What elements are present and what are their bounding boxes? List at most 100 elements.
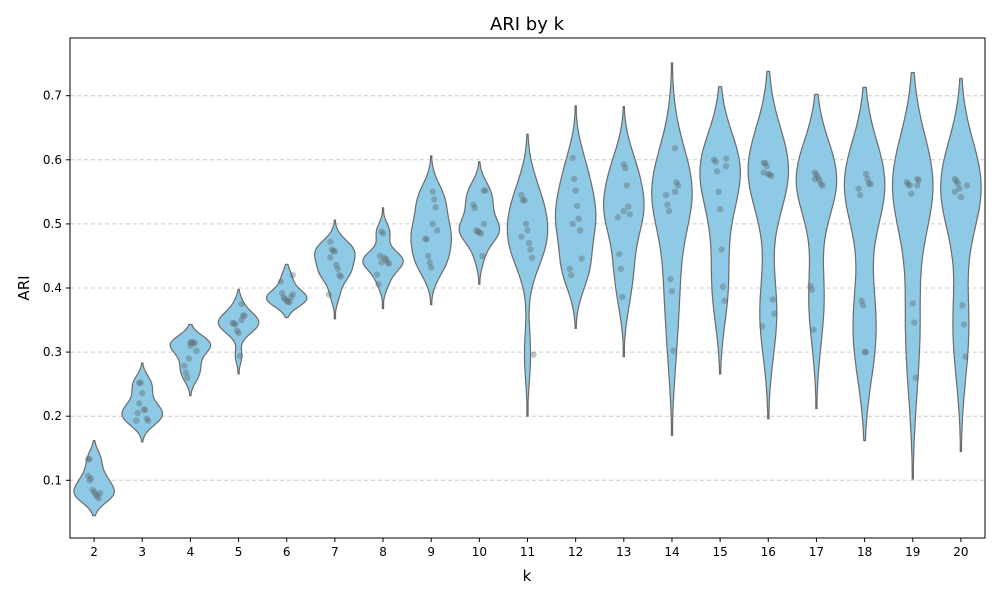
data-point (187, 342, 194, 349)
data-point (185, 355, 193, 362)
data-point (861, 348, 868, 356)
data-point (614, 214, 622, 221)
data-point (288, 293, 295, 301)
data-point (569, 154, 576, 162)
data-point (188, 339, 196, 346)
data-point (86, 477, 93, 484)
data-point (814, 174, 822, 181)
data-point (518, 233, 525, 240)
y-tick-label: 0.1 (43, 473, 62, 487)
data-point (277, 278, 284, 285)
data-point (914, 175, 921, 183)
x-tick-label: 19 (905, 545, 920, 559)
data-point (909, 300, 916, 307)
data-point (424, 252, 432, 260)
data-point (430, 196, 438, 203)
x-tick-label: 17 (809, 545, 824, 559)
data-point (285, 298, 292, 306)
y-axis-ticks: 0.1 0.2 0.3 0.4 0.5 0.6 0.7 (43, 89, 70, 487)
violin-k12 (554, 105, 597, 329)
violin-k20 (940, 77, 982, 453)
data-point (182, 369, 190, 376)
data-point (765, 170, 772, 178)
data-point (721, 297, 728, 305)
x-tick-label: 9 (427, 545, 435, 559)
data-point (867, 180, 874, 188)
data-point (530, 351, 537, 358)
violin-k5 (217, 288, 260, 375)
chart-title: ARI by k (490, 14, 565, 35)
violin-k15 (699, 86, 742, 375)
data-point (710, 156, 718, 163)
data-point (328, 246, 336, 253)
data-point (378, 228, 385, 235)
data-point (819, 182, 826, 189)
data-point (617, 265, 625, 272)
data-point (429, 188, 436, 196)
x-tick-label: 5 (235, 545, 243, 559)
data-point (336, 271, 343, 279)
data-point (619, 293, 626, 301)
y-axis-title: ARI (15, 275, 33, 300)
data-point (423, 236, 430, 243)
data-point (333, 261, 340, 269)
data-point (959, 302, 966, 309)
data-point (858, 297, 865, 305)
data-point (570, 175, 578, 183)
violin-k3 (121, 362, 164, 443)
data-point (236, 352, 244, 360)
data-point (954, 180, 962, 187)
data-point (620, 161, 628, 168)
x-tick-label: 13 (616, 545, 631, 559)
data-point (953, 177, 960, 185)
data-point (626, 211, 634, 218)
data-point (95, 495, 102, 502)
data-point (235, 329, 242, 337)
data-point (768, 172, 775, 180)
data-point (569, 220, 576, 228)
data-point (426, 259, 433, 266)
data-point (762, 159, 769, 167)
data-point (382, 255, 390, 263)
data-point (856, 191, 864, 199)
y-tick-label: 0.4 (43, 281, 62, 295)
data-point (92, 491, 99, 498)
data-point (807, 282, 814, 290)
data-point (906, 182, 913, 189)
violin-k16 (747, 70, 790, 420)
data-point (471, 204, 479, 212)
data-point (766, 171, 773, 178)
data-point (381, 254, 388, 262)
data-point (759, 323, 766, 330)
x-tick-label: 15 (712, 545, 727, 559)
data-point (373, 271, 381, 278)
data-point (811, 169, 819, 176)
data-point (84, 472, 92, 480)
data-point (432, 204, 439, 211)
data-point (713, 168, 721, 175)
data-point (525, 239, 533, 247)
x-tick-label: 6 (283, 545, 291, 559)
data-point (572, 187, 579, 194)
data-point (133, 417, 140, 424)
data-point (567, 271, 575, 279)
data-point (817, 180, 825, 188)
data-point (93, 493, 101, 500)
data-point (479, 252, 486, 260)
data-point (187, 339, 194, 346)
data-point (139, 389, 146, 397)
data-point (232, 321, 239, 328)
x-tick-label: 20 (953, 545, 968, 559)
x-tick-label: 2 (90, 545, 98, 559)
y-tick-label: 0.5 (43, 217, 62, 231)
data-point (239, 312, 247, 319)
data-point (184, 374, 191, 381)
data-point (136, 400, 143, 407)
x-tick-label: 10 (472, 545, 487, 559)
data-point (233, 327, 241, 335)
data-point (519, 196, 527, 204)
data-point (671, 145, 679, 152)
data-point (855, 185, 862, 192)
violin-k19 (891, 72, 934, 480)
